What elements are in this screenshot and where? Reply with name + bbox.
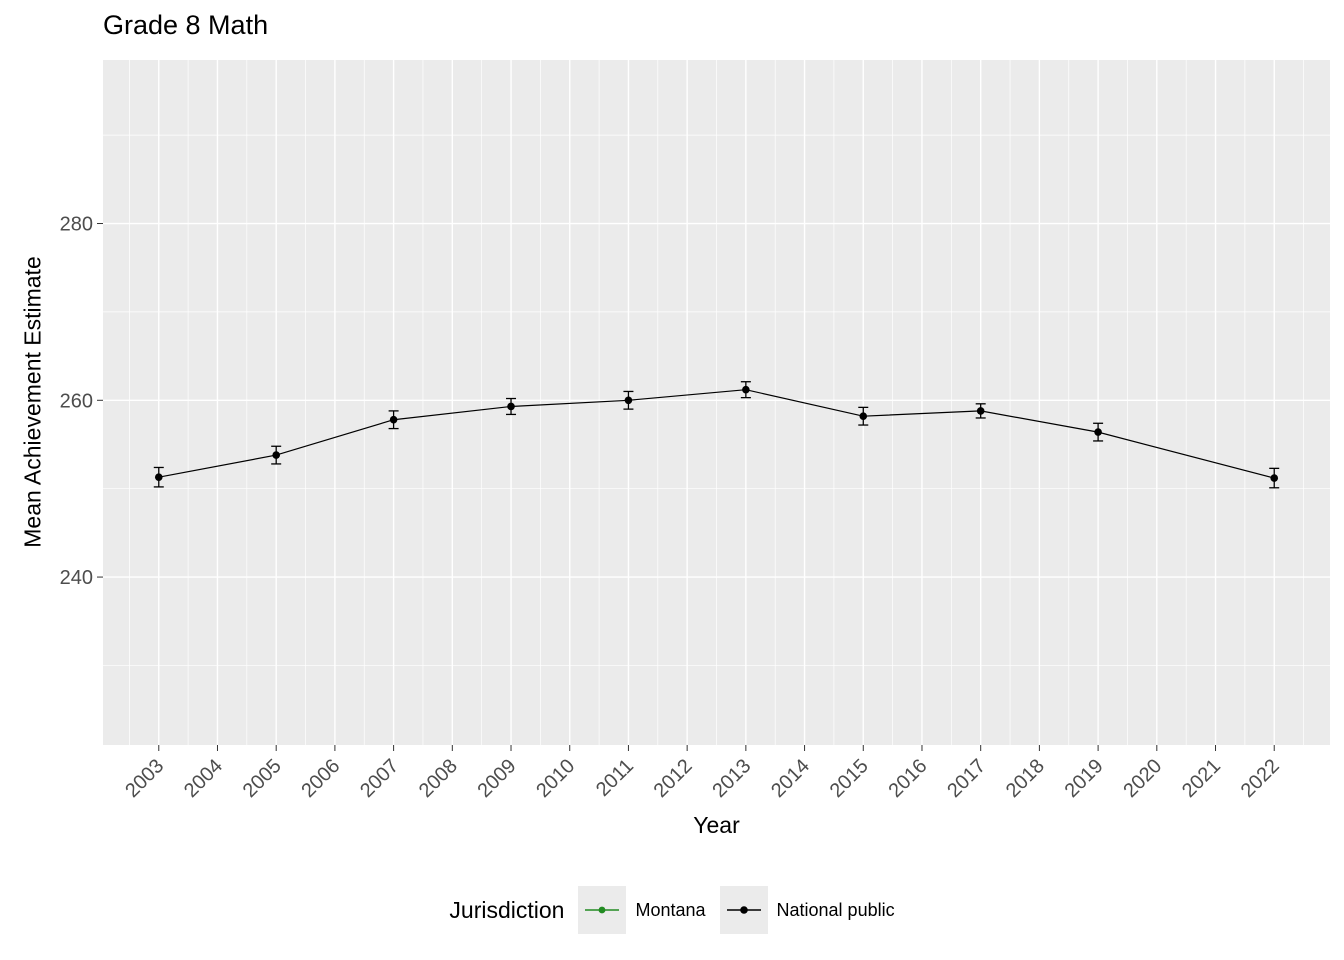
x-tick-label: 2006	[297, 755, 344, 802]
x-tick-label: 2021	[1178, 755, 1225, 802]
legend-label-montana: Montana	[635, 899, 706, 920]
data-point	[389, 415, 398, 424]
x-tick-label: 2010	[532, 755, 579, 802]
data-point	[859, 412, 868, 421]
series-line	[158, 389, 1275, 479]
x-tick-label: 2009	[474, 755, 521, 802]
x-tick-label: 2019	[1061, 755, 1108, 802]
y-tick-label: 260	[60, 390, 93, 412]
x-tick-label: 2004	[180, 755, 227, 802]
x-tick-label: 2012	[650, 755, 697, 802]
data-point	[1270, 474, 1279, 482]
x-tick-label: 2017	[943, 755, 990, 802]
x-tick-label: 2007	[356, 755, 403, 802]
legend-item-national-public: National public	[719, 886, 895, 934]
data-point	[272, 451, 280, 459]
legend-item-montana: Montana	[578, 886, 706, 934]
national-public-point-icon	[739, 906, 748, 914]
y-tick-label: 280	[60, 214, 93, 236]
x-tick-label: 2022	[1237, 755, 1284, 802]
x-tick-label: 2013	[708, 755, 755, 802]
x-tick-label: 2016	[884, 755, 931, 802]
x-tick-label: 2008	[415, 755, 462, 802]
data-point	[624, 396, 633, 405]
y-tick-label: 240	[60, 567, 93, 589]
national-public-key-icon	[719, 886, 768, 934]
data-point	[507, 402, 515, 411]
x-tick-label: 2014	[767, 755, 814, 802]
montana-point-icon	[599, 906, 606, 914]
x-tick-label: 2011	[592, 755, 638, 801]
data-point	[154, 473, 163, 481]
legend-label-national-public: National public	[776, 899, 895, 920]
x-tick-label: 2020	[1119, 755, 1166, 802]
legend: Jurisdiction Montana National public	[0, 882, 1344, 938]
montana-key-icon	[578, 886, 627, 934]
data-point	[742, 385, 750, 394]
x-tick-label: 2015	[826, 755, 873, 802]
data-point	[1094, 428, 1102, 436]
x-tick-label: 2018	[1002, 755, 1049, 802]
x-axis-title: Year	[693, 812, 740, 838]
y-axis-title: Mean Achievement Estimate	[19, 256, 46, 548]
x-tick-label: 2005	[239, 755, 286, 802]
data-point	[976, 407, 985, 415]
x-tick-label: 2003	[121, 755, 168, 802]
chart-title: Grade 8 Math	[103, 10, 269, 40]
legend-title: Jurisdiction	[449, 896, 565, 923]
